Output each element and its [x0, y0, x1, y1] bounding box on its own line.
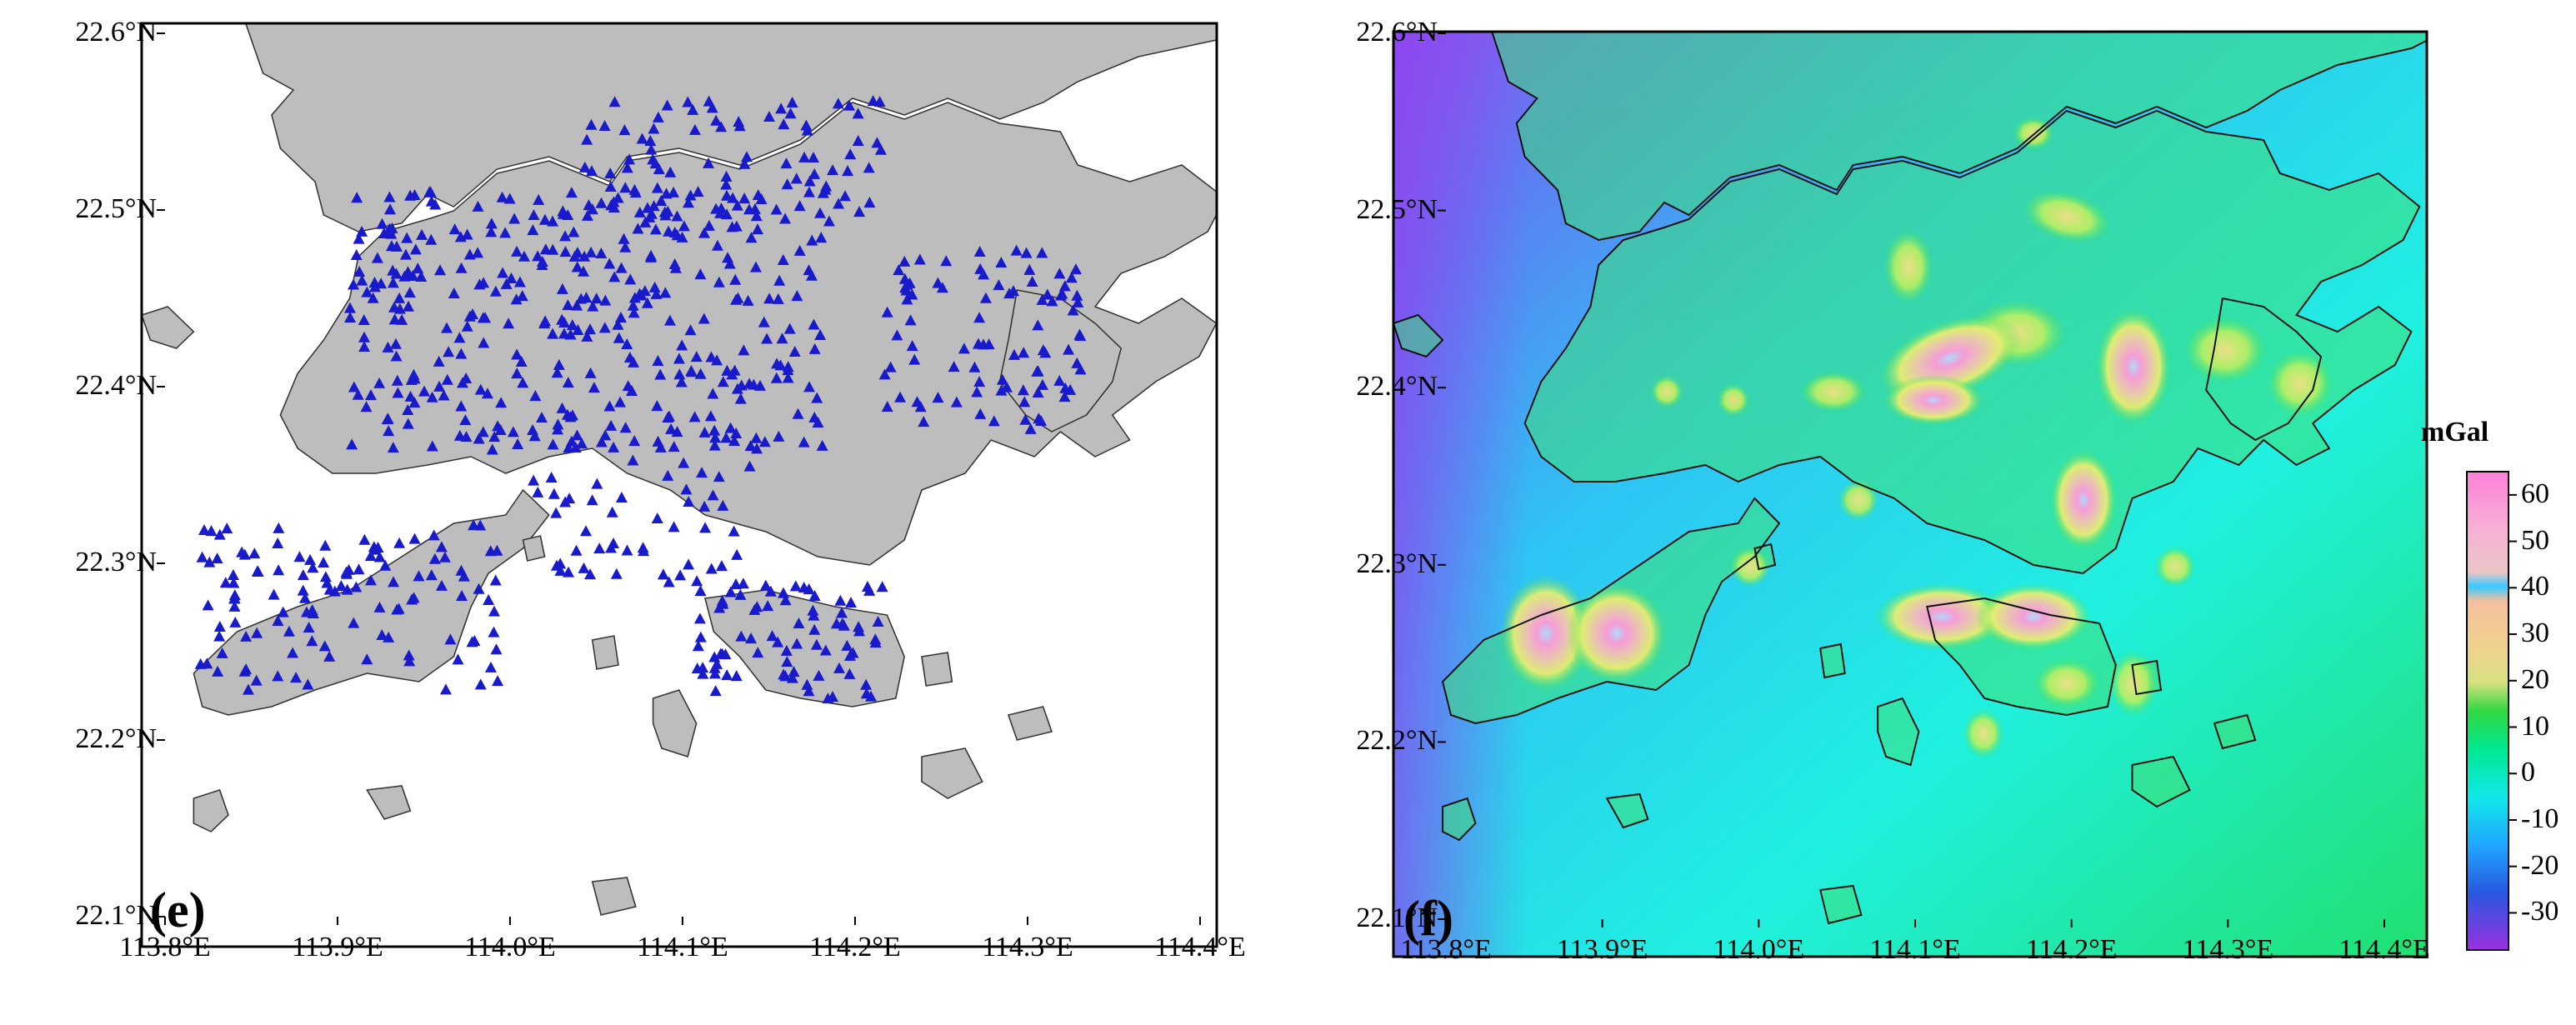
anomaly-blob	[1729, 546, 1771, 588]
anomaly-blob	[1567, 583, 1667, 683]
colorbar-tick-label: 20	[2521, 663, 2549, 695]
lat-tick-label: 22.2°N	[1356, 725, 1438, 757]
colorbar-tick-label: -30	[2521, 896, 2559, 928]
lat-tick-label: 22.5°N	[75, 193, 157, 224]
anomaly-blob	[2154, 546, 2196, 588]
lon-tick-label: 114.4°E	[2338, 934, 2430, 965]
anomaly-blob	[2022, 189, 2112, 244]
colorbar	[2466, 471, 2517, 951]
lat-tick-label: 22.6°N	[75, 17, 157, 48]
anomaly-blob	[1883, 375, 1983, 425]
panel-f-map	[1392, 30, 2428, 958]
lon-tick-label: 114.1°E	[637, 932, 728, 962]
panel-f-label: (f)	[1403, 891, 1453, 946]
lon-tick-label: 114.3°E	[982, 932, 1073, 962]
panel-e-map	[140, 22, 1218, 948]
lat-tick-label: 22.1°N	[1356, 902, 1438, 933]
lat-tick-label: 22.3°N	[1356, 548, 1438, 579]
lat-tick-label: 22.3°N	[75, 547, 157, 578]
lon-tick-label: 114.1°E	[1869, 934, 1961, 965]
lon-tick-label: 113.8°E	[1400, 934, 1492, 965]
anomaly-blob	[1800, 371, 1867, 412]
colorbar-tick-label: 10	[2521, 710, 2549, 742]
anomaly-blob	[1500, 575, 1592, 692]
colorbar-title: mGal	[2421, 417, 2489, 448]
anomaly-blob	[1650, 375, 1683, 408]
colorbar-tick-label: -10	[2521, 802, 2559, 834]
lon-tick-label: 114.0°E	[464, 932, 556, 962]
lon-tick-label: 113.8°E	[119, 932, 211, 962]
lat-tick-label: 22.5°N	[1356, 193, 1438, 225]
anomaly-blob	[2267, 350, 2333, 417]
colorbar-tick-label: 60	[2521, 478, 2549, 509]
lon-tick-label: 113.9°E	[292, 932, 383, 962]
anomaly-blob	[1717, 383, 1750, 417]
colorbar-tick-label: 0	[2521, 757, 2535, 788]
lat-tick-label: 22.4°N	[75, 370, 157, 401]
anomaly-blob	[1963, 708, 2004, 758]
anomaly-blob	[2183, 317, 2267, 383]
lon-tick-label: 114.3°E	[2182, 934, 2274, 965]
colorbar-tick-label: -20	[2521, 849, 2559, 881]
lon-tick-label: 114.0°E	[1713, 934, 1805, 965]
lat-tick-label: 22.2°N	[75, 723, 157, 754]
anomaly-blob	[1838, 479, 1879, 521]
anomaly-blob	[2033, 658, 2100, 708]
lon-tick-label: 114.4°E	[1154, 932, 1246, 962]
lat-tick-label: 22.1°N	[75, 900, 157, 931]
gravity-anomaly-field	[1500, 117, 2333, 758]
lon-tick-label: 114.2°E	[809, 932, 901, 962]
anomaly-blob	[1975, 583, 2092, 650]
anomaly-blob	[2108, 650, 2158, 717]
panel-e-label: (e)	[150, 882, 206, 938]
anomaly-blob	[2050, 450, 2117, 550]
lon-tick-label: 113.9°E	[1556, 934, 1648, 965]
lat-tick-label: 22.4°N	[1356, 371, 1438, 402]
anomaly-blob	[2096, 308, 2171, 425]
colorbar-tick-label: 40	[2521, 571, 2549, 602]
lon-tick-label: 114.2°E	[2025, 934, 2118, 965]
colorbar-tick-label: 50	[2521, 524, 2549, 556]
colorbar-tick-label: 30	[2521, 618, 2549, 649]
anomaly-blob	[1883, 229, 1933, 304]
lat-tick-label: 22.6°N	[1356, 17, 1438, 48]
